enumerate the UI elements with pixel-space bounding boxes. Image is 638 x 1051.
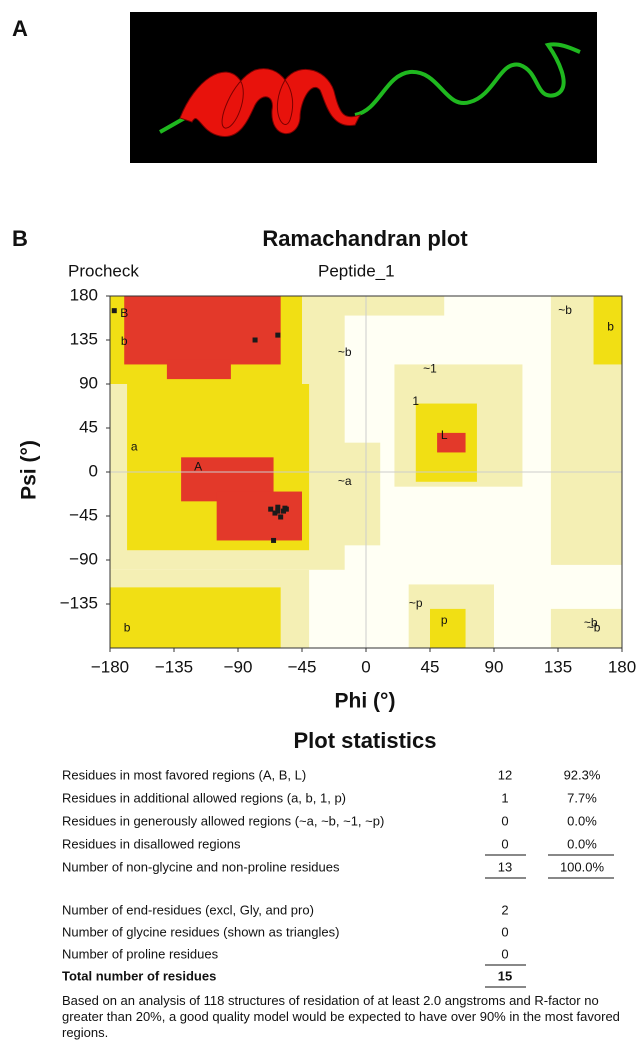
row-count: 13 [498,859,512,874]
x-tick-label: 180 [608,657,636,676]
row-count: 0 [501,836,508,851]
chart-title: Ramachandran plot [262,226,468,251]
row-count: 0 [501,924,508,939]
region [430,609,466,648]
point [253,338,258,343]
x-tick-label: 135 [544,657,572,676]
x-tick-label: −45 [288,657,317,676]
row-label: Residues in disallowed regions [62,836,241,851]
region [167,360,231,380]
region-label: ~b [558,303,572,317]
y-tick-label: 45 [79,417,98,436]
point [271,538,276,543]
panel-label: B [12,226,28,251]
note: Based on an analysis of 118 structures o… [62,993,622,1041]
row-label: Residues in most favored regions (A, B, … [62,767,306,782]
region-label: ~b [587,621,601,635]
row-label: Total number of residues [62,968,216,983]
y-axis-label: Psi (°) [18,440,41,500]
region-label: b [124,621,131,635]
row-percent: 7.7% [567,790,597,805]
region-label: ~1 [423,362,437,376]
row-percent: 0.0% [567,836,597,851]
region-label: 1 [412,394,419,408]
y-tick-label: 90 [79,373,98,392]
structure-image [130,12,597,163]
region-label: A [194,459,202,473]
point [278,514,283,519]
region-label: ~a [338,474,352,488]
y-tick-label: 0 [89,461,98,480]
row-count: 15 [498,968,512,983]
row-count: 12 [498,767,512,782]
point [268,507,273,512]
region-label: B [120,306,128,320]
x-tick-label: −90 [224,657,253,676]
region-label: a [131,440,138,454]
row-label: Residues in generously allowed regions (… [62,813,384,828]
row-count: 2 [501,902,508,917]
row-percent: 0.0% [567,813,597,828]
region-label: ~p [409,596,423,610]
row-count: 1 [501,790,508,805]
region-label: ~b [338,345,352,359]
statistics-title: Plot statistics [293,728,436,753]
region [316,443,380,546]
point [282,506,287,511]
point [275,333,280,338]
x-tick-label: 90 [485,657,504,676]
x-tick-label: 0 [361,657,370,676]
region [110,587,281,648]
x-axis-label: Phi (°) [335,690,396,713]
model-label: Peptide_1 [318,261,395,280]
x-tick-label: −135 [155,657,193,676]
row-count: 0 [501,946,508,961]
row-percent: 92.3% [564,767,601,782]
point [275,509,280,514]
region-label: b [607,319,614,333]
row-label: Number of end-residues (excl, Gly, and p… [62,902,314,917]
region [124,296,280,364]
x-tick-label: −180 [91,657,129,676]
row-label: Residues in additional allowed regions (… [62,790,346,805]
panel-label: A [12,16,28,41]
page: A B Ramachandran plot Procheck Peptide_1… [0,0,638,1051]
y-tick-label: −45 [69,505,98,524]
y-tick-label: 135 [70,329,98,348]
figure: A B Ramachandran plot Procheck Peptide_1… [0,0,638,990]
y-tick-label: −135 [60,593,98,612]
y-tick-label: −90 [69,549,98,568]
x-tick-label: 45 [421,657,440,676]
region [217,492,302,541]
row-label: Number of proline residues [62,946,219,961]
row-label: Number of non-glycine and non-proline re… [62,859,340,874]
region-label: L [441,428,448,442]
row-count: 0 [501,813,508,828]
row-percent: 100.0% [560,859,605,874]
program-label: Procheck [68,261,139,280]
row-label: Number of glycine residues (shown as tri… [62,924,339,939]
region-label: b [121,334,128,348]
region [302,296,444,316]
y-tick-label: 180 [70,285,98,304]
point [112,308,117,313]
region-label: p [441,613,448,627]
